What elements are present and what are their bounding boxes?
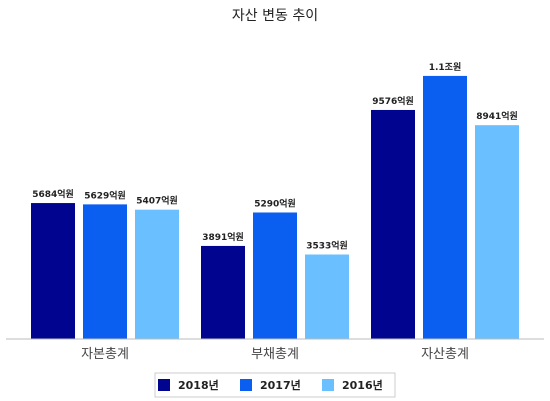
bar-0-2 bbox=[135, 209, 179, 339]
category-label-2: 자산총계 bbox=[421, 347, 469, 362]
data-label-0-1: 5629억원 bbox=[84, 189, 126, 201]
bar-2-0 bbox=[371, 109, 415, 339]
data-label-2-1: 1.1조원 bbox=[429, 61, 462, 73]
bars-layer bbox=[31, 75, 519, 340]
legend-swatch-0 bbox=[158, 379, 170, 391]
bar-2-2 bbox=[475, 125, 519, 339]
category-label-0: 자본총계 bbox=[81, 347, 129, 362]
category-label-1: 부채총계 bbox=[251, 347, 299, 362]
data-label-1-2: 3533억원 bbox=[306, 240, 348, 252]
legend: 2018년 2017년 2016년 bbox=[154, 372, 396, 398]
data-label-1-1: 5290억원 bbox=[254, 197, 296, 209]
category-labels-layer: 자본총계 부채총계 자산총계 bbox=[81, 347, 469, 362]
legend-label-1: 2017년 bbox=[260, 378, 301, 392]
data-label-0-0: 5684억원 bbox=[32, 188, 74, 200]
bar-1-0 bbox=[201, 245, 245, 339]
legend-label-0: 2018년 bbox=[178, 378, 219, 392]
data-label-2-0: 9576억원 bbox=[372, 95, 414, 107]
bar-1-1 bbox=[253, 212, 297, 339]
chart-title: 자산 변동 추이 bbox=[232, 8, 318, 24]
data-label-2-2: 8941억원 bbox=[476, 110, 518, 122]
legend-label-2: 2016년 bbox=[342, 378, 383, 392]
bar-1-2 bbox=[305, 254, 349, 339]
bar-0-1 bbox=[83, 204, 127, 339]
legend-swatch-2 bbox=[322, 379, 334, 391]
data-label-0-2: 5407억원 bbox=[136, 195, 178, 207]
data-label-1-0: 3891억원 bbox=[202, 231, 244, 243]
legend-swatch-1 bbox=[240, 379, 252, 391]
legend-items: 2018년 2017년 2016년 bbox=[158, 378, 383, 392]
legend-frame bbox=[154, 372, 396, 398]
bar-2-1 bbox=[423, 75, 467, 340]
data-labels-layer: 5684억원 5629억원 5407억원 3891억원 5290억원 3533억원 9576… bbox=[32, 61, 518, 252]
bar-0-0 bbox=[31, 203, 75, 339]
